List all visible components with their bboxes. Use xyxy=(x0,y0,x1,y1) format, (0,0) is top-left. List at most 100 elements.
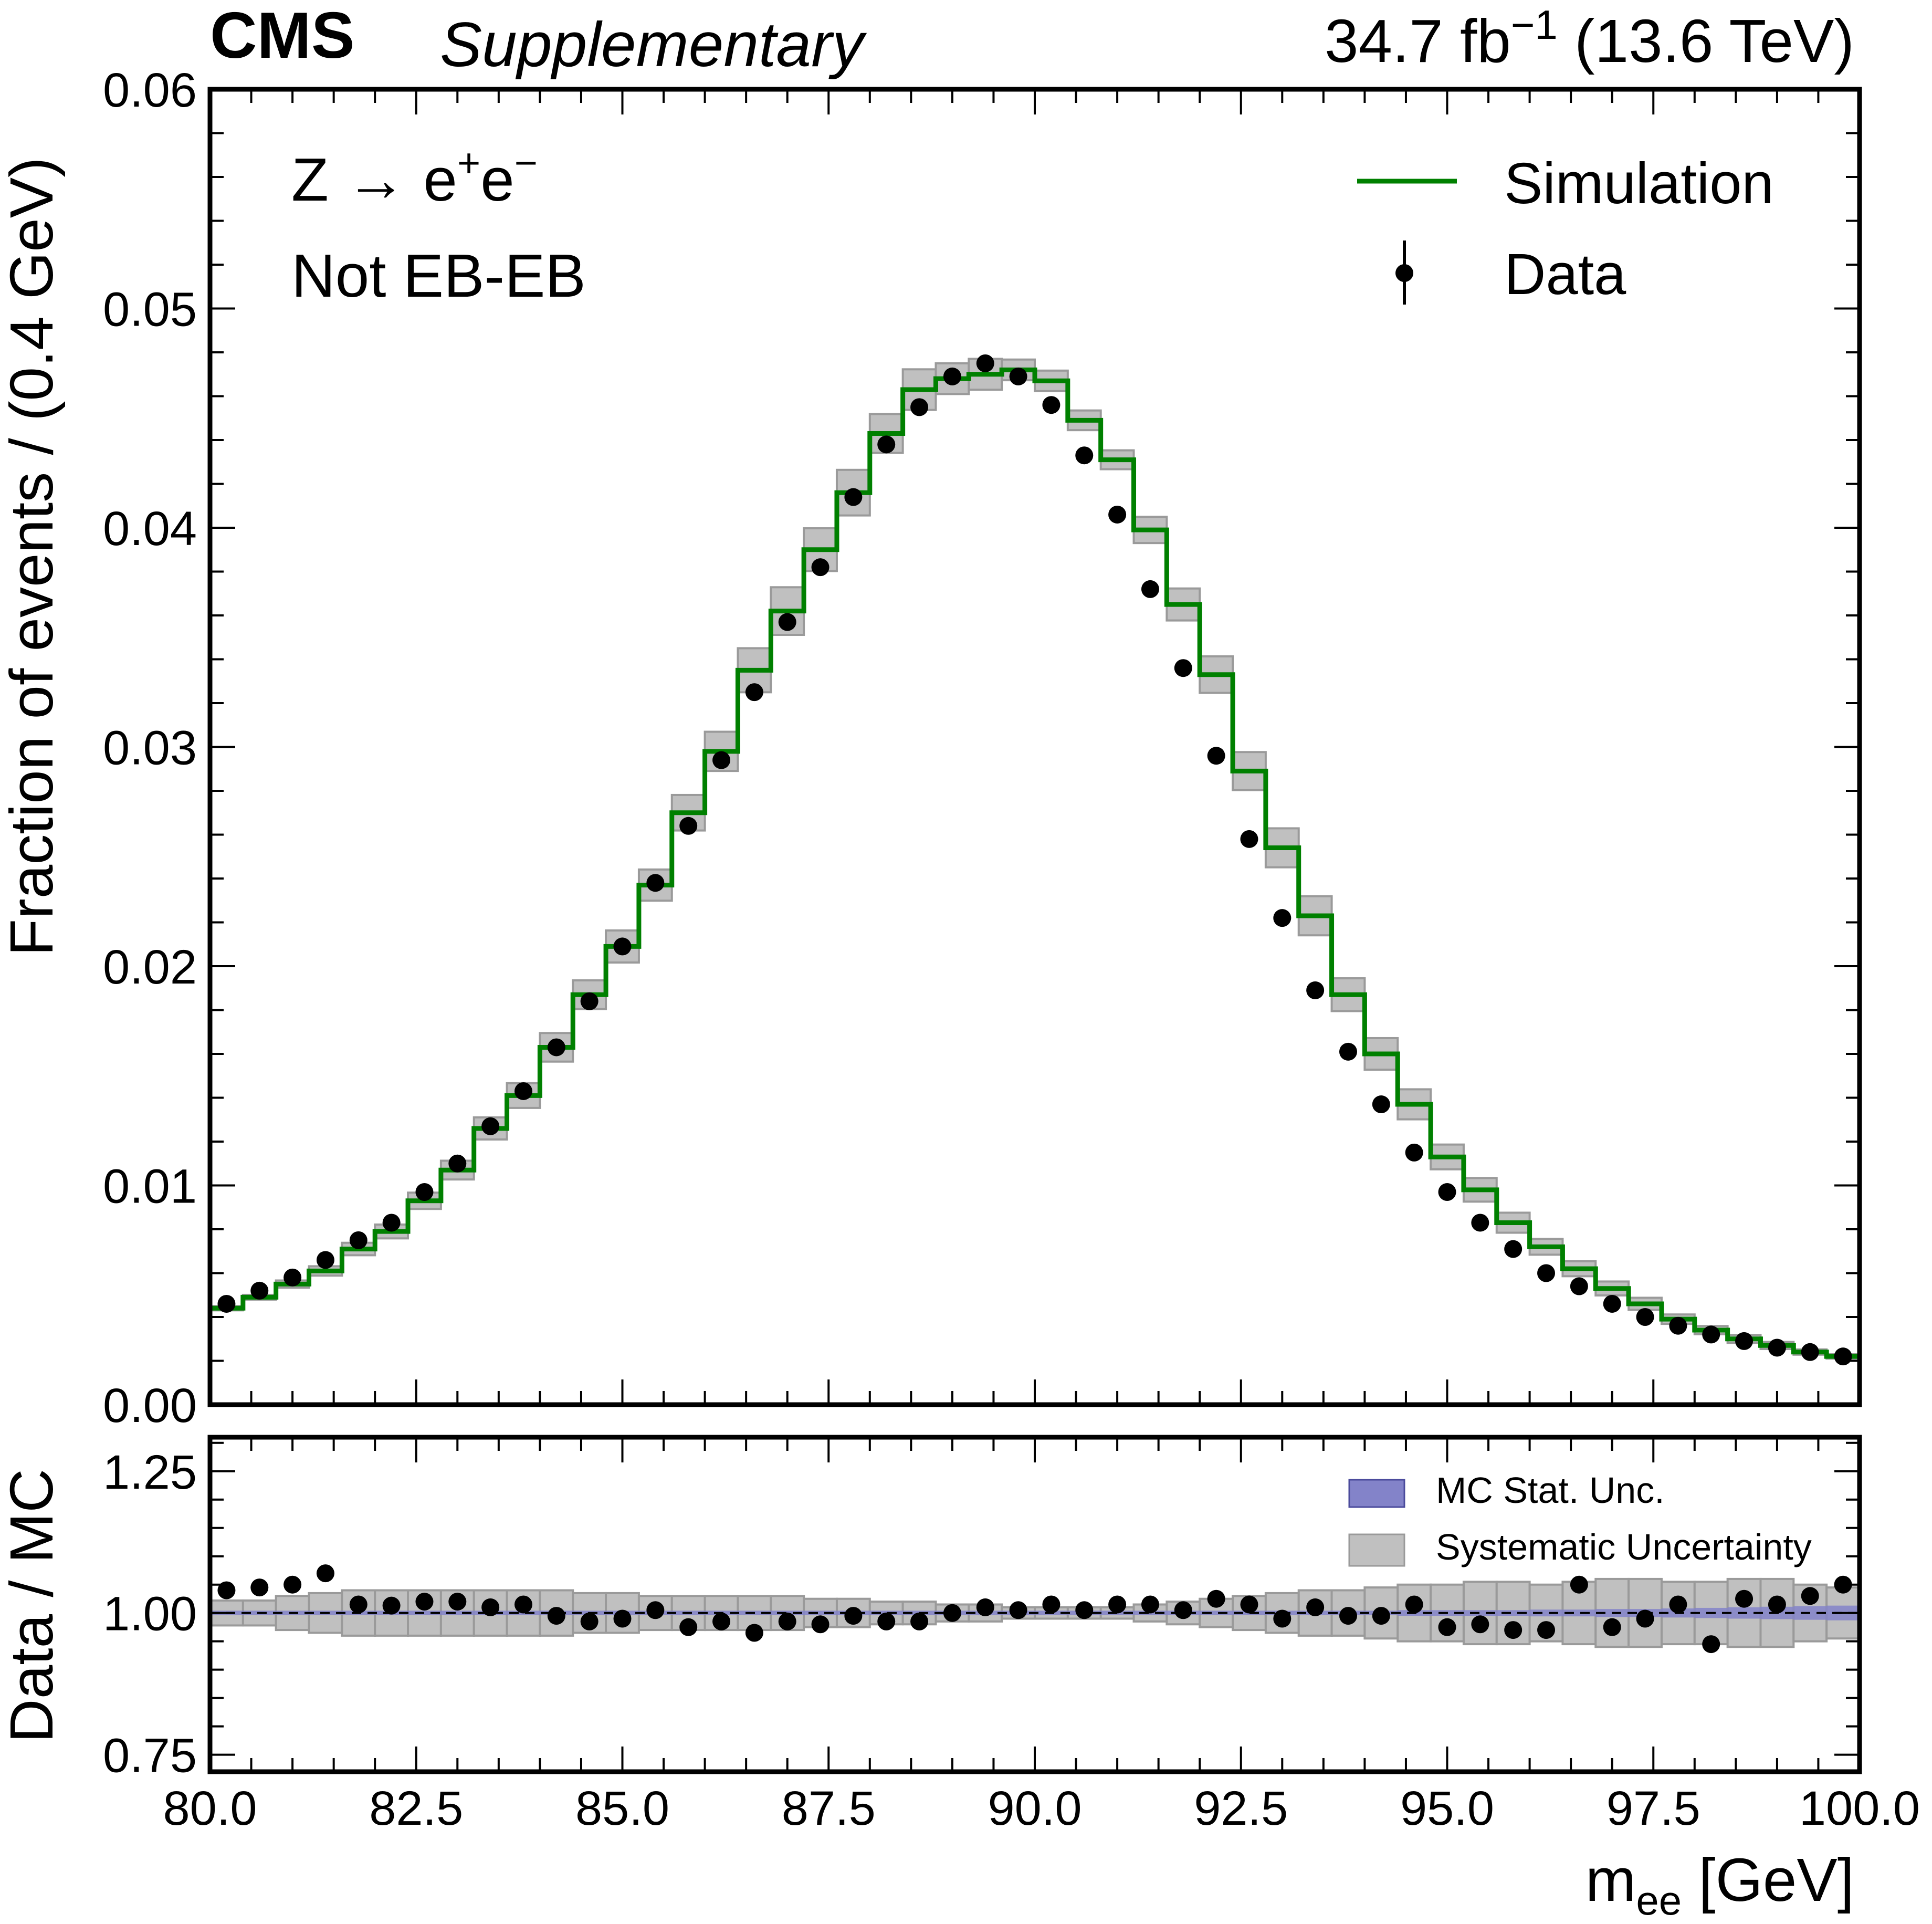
data-points-main xyxy=(217,354,1852,1366)
ratio-point xyxy=(910,1612,929,1630)
y-tick-label: 0.03 xyxy=(103,722,197,775)
data-point xyxy=(1636,1308,1654,1326)
legend-data-label: Data xyxy=(1504,242,1626,307)
data-point xyxy=(1405,1143,1423,1162)
data-point xyxy=(1537,1264,1556,1282)
ratio-point xyxy=(349,1595,368,1614)
x-tick-label: 82.5 xyxy=(369,1782,463,1835)
ratio-point xyxy=(1141,1595,1159,1614)
systematic-band-main xyxy=(210,358,1860,1360)
ratio-point xyxy=(1042,1595,1060,1614)
main-panel: 0.00 0.01 0.02 0.03 0.04 0.05 0.06 xyxy=(103,64,1862,1432)
data-points-ratio xyxy=(217,1564,1852,1654)
y-tick-label: 0.02 xyxy=(103,940,197,994)
x-tick-label: 80.0 xyxy=(163,1782,257,1835)
ratio-panel: 0.75 1.00 1.25 xyxy=(103,1435,1862,1783)
ratio-point xyxy=(877,1612,896,1630)
data-point xyxy=(1801,1343,1819,1361)
main-frame xyxy=(207,87,1862,1407)
ratio-point xyxy=(1768,1595,1786,1614)
ratio-point xyxy=(481,1598,500,1616)
data-point xyxy=(1306,981,1325,999)
process-sup-plus: + xyxy=(457,141,480,185)
data-point xyxy=(943,367,961,385)
ratio-point xyxy=(1108,1595,1127,1614)
ratio-point xyxy=(1240,1595,1258,1614)
data-point xyxy=(1075,446,1094,465)
ratio-point xyxy=(514,1595,532,1614)
x-tick-label: 100.0 xyxy=(1799,1782,1920,1835)
data-point xyxy=(481,1117,500,1135)
data-point xyxy=(448,1154,467,1173)
mc-stat-box xyxy=(1496,1610,1530,1616)
main-y-ticks: 0.00 0.01 0.02 0.03 0.04 0.05 0.06 xyxy=(103,64,1860,1432)
ratio-point xyxy=(1207,1590,1225,1608)
process-sup-minus: − xyxy=(514,141,538,185)
legend-mc-stat-label: MC Stat. Unc. xyxy=(1436,1470,1665,1511)
data-point xyxy=(1042,396,1060,414)
y-tick-label: 0.06 xyxy=(103,64,197,117)
ratio-y-tick-label: 0.75 xyxy=(103,1729,197,1783)
lumi-exponent: −1 xyxy=(1511,2,1558,48)
data-point xyxy=(415,1183,434,1201)
ratio-y-tick-label: 1.25 xyxy=(103,1446,197,1499)
x-tick-label: 90.0 xyxy=(988,1782,1082,1835)
cms-logo: CMS xyxy=(210,0,355,72)
ratio-point xyxy=(250,1578,269,1597)
data-point xyxy=(679,817,698,835)
x-axis-symbol: m xyxy=(1586,1846,1636,1914)
data-point xyxy=(1471,1214,1489,1232)
ratio-point xyxy=(1009,1601,1027,1619)
data-point xyxy=(316,1251,334,1269)
mc-stat-box xyxy=(1562,1609,1596,1617)
data-point xyxy=(1009,367,1027,385)
y-tick-label: 0.04 xyxy=(103,502,197,556)
y-tick-label: 0.00 xyxy=(103,1379,197,1432)
ratio-point xyxy=(1438,1618,1456,1636)
legend-data-marker xyxy=(1395,264,1413,282)
data-point xyxy=(844,488,863,506)
lumi-value: 34.7 fb xyxy=(1325,7,1511,75)
data-point xyxy=(349,1231,368,1249)
ratio-point xyxy=(316,1564,334,1583)
ratio-point xyxy=(679,1618,698,1636)
legend-ratio: MC Stat. Unc. Systematic Uncertainty xyxy=(1348,1470,1812,1567)
x-tick-label: 95.0 xyxy=(1400,1782,1494,1835)
data-point xyxy=(1174,659,1192,677)
data-point xyxy=(514,1082,532,1100)
energy-value: (13.6 TeV) xyxy=(1558,7,1854,75)
main-y-axis-label: Fraction of events / (0.4 GeV) xyxy=(0,157,66,956)
ratio-point xyxy=(1801,1587,1819,1605)
legend-syst-label: Systematic Uncertainty xyxy=(1436,1526,1812,1567)
mc-stat-box xyxy=(1529,1609,1563,1617)
ratio-point xyxy=(1306,1598,1325,1616)
data-point xyxy=(1702,1325,1720,1344)
ratio-point xyxy=(1504,1621,1522,1639)
legend-mc-stat-swatch xyxy=(1348,1479,1405,1508)
data-point xyxy=(745,683,763,702)
ratio-point xyxy=(811,1615,830,1634)
data-point xyxy=(613,937,632,956)
x-tick-label: 97.5 xyxy=(1606,1782,1700,1835)
ratio-point xyxy=(646,1601,665,1619)
category-label: Not EB-EB xyxy=(291,242,586,310)
ratio-point xyxy=(1471,1615,1489,1634)
ratio-point xyxy=(547,1607,565,1625)
ratio-point xyxy=(284,1575,302,1594)
data-point xyxy=(1669,1316,1687,1335)
x-tick-label: 92.5 xyxy=(1194,1782,1288,1835)
ratio-y-ticks: 0.75 1.00 1.25 xyxy=(103,1441,1860,1783)
ratio-point xyxy=(1669,1595,1687,1614)
luminosity-label: 34.7 fb−1 (13.6 TeV) xyxy=(1325,2,1854,75)
mc-stat-box xyxy=(1463,1610,1497,1616)
ratio-point xyxy=(1372,1607,1390,1625)
ratio-point xyxy=(382,1596,401,1615)
y-tick-label: 0.05 xyxy=(103,283,197,337)
data-point xyxy=(910,398,929,416)
data-point xyxy=(646,874,665,892)
ratio-point xyxy=(1702,1635,1720,1654)
data-point xyxy=(547,1038,565,1057)
ratio-point xyxy=(415,1593,434,1611)
data-point xyxy=(284,1268,302,1287)
x-axis-subscript: ee xyxy=(1636,1877,1682,1923)
